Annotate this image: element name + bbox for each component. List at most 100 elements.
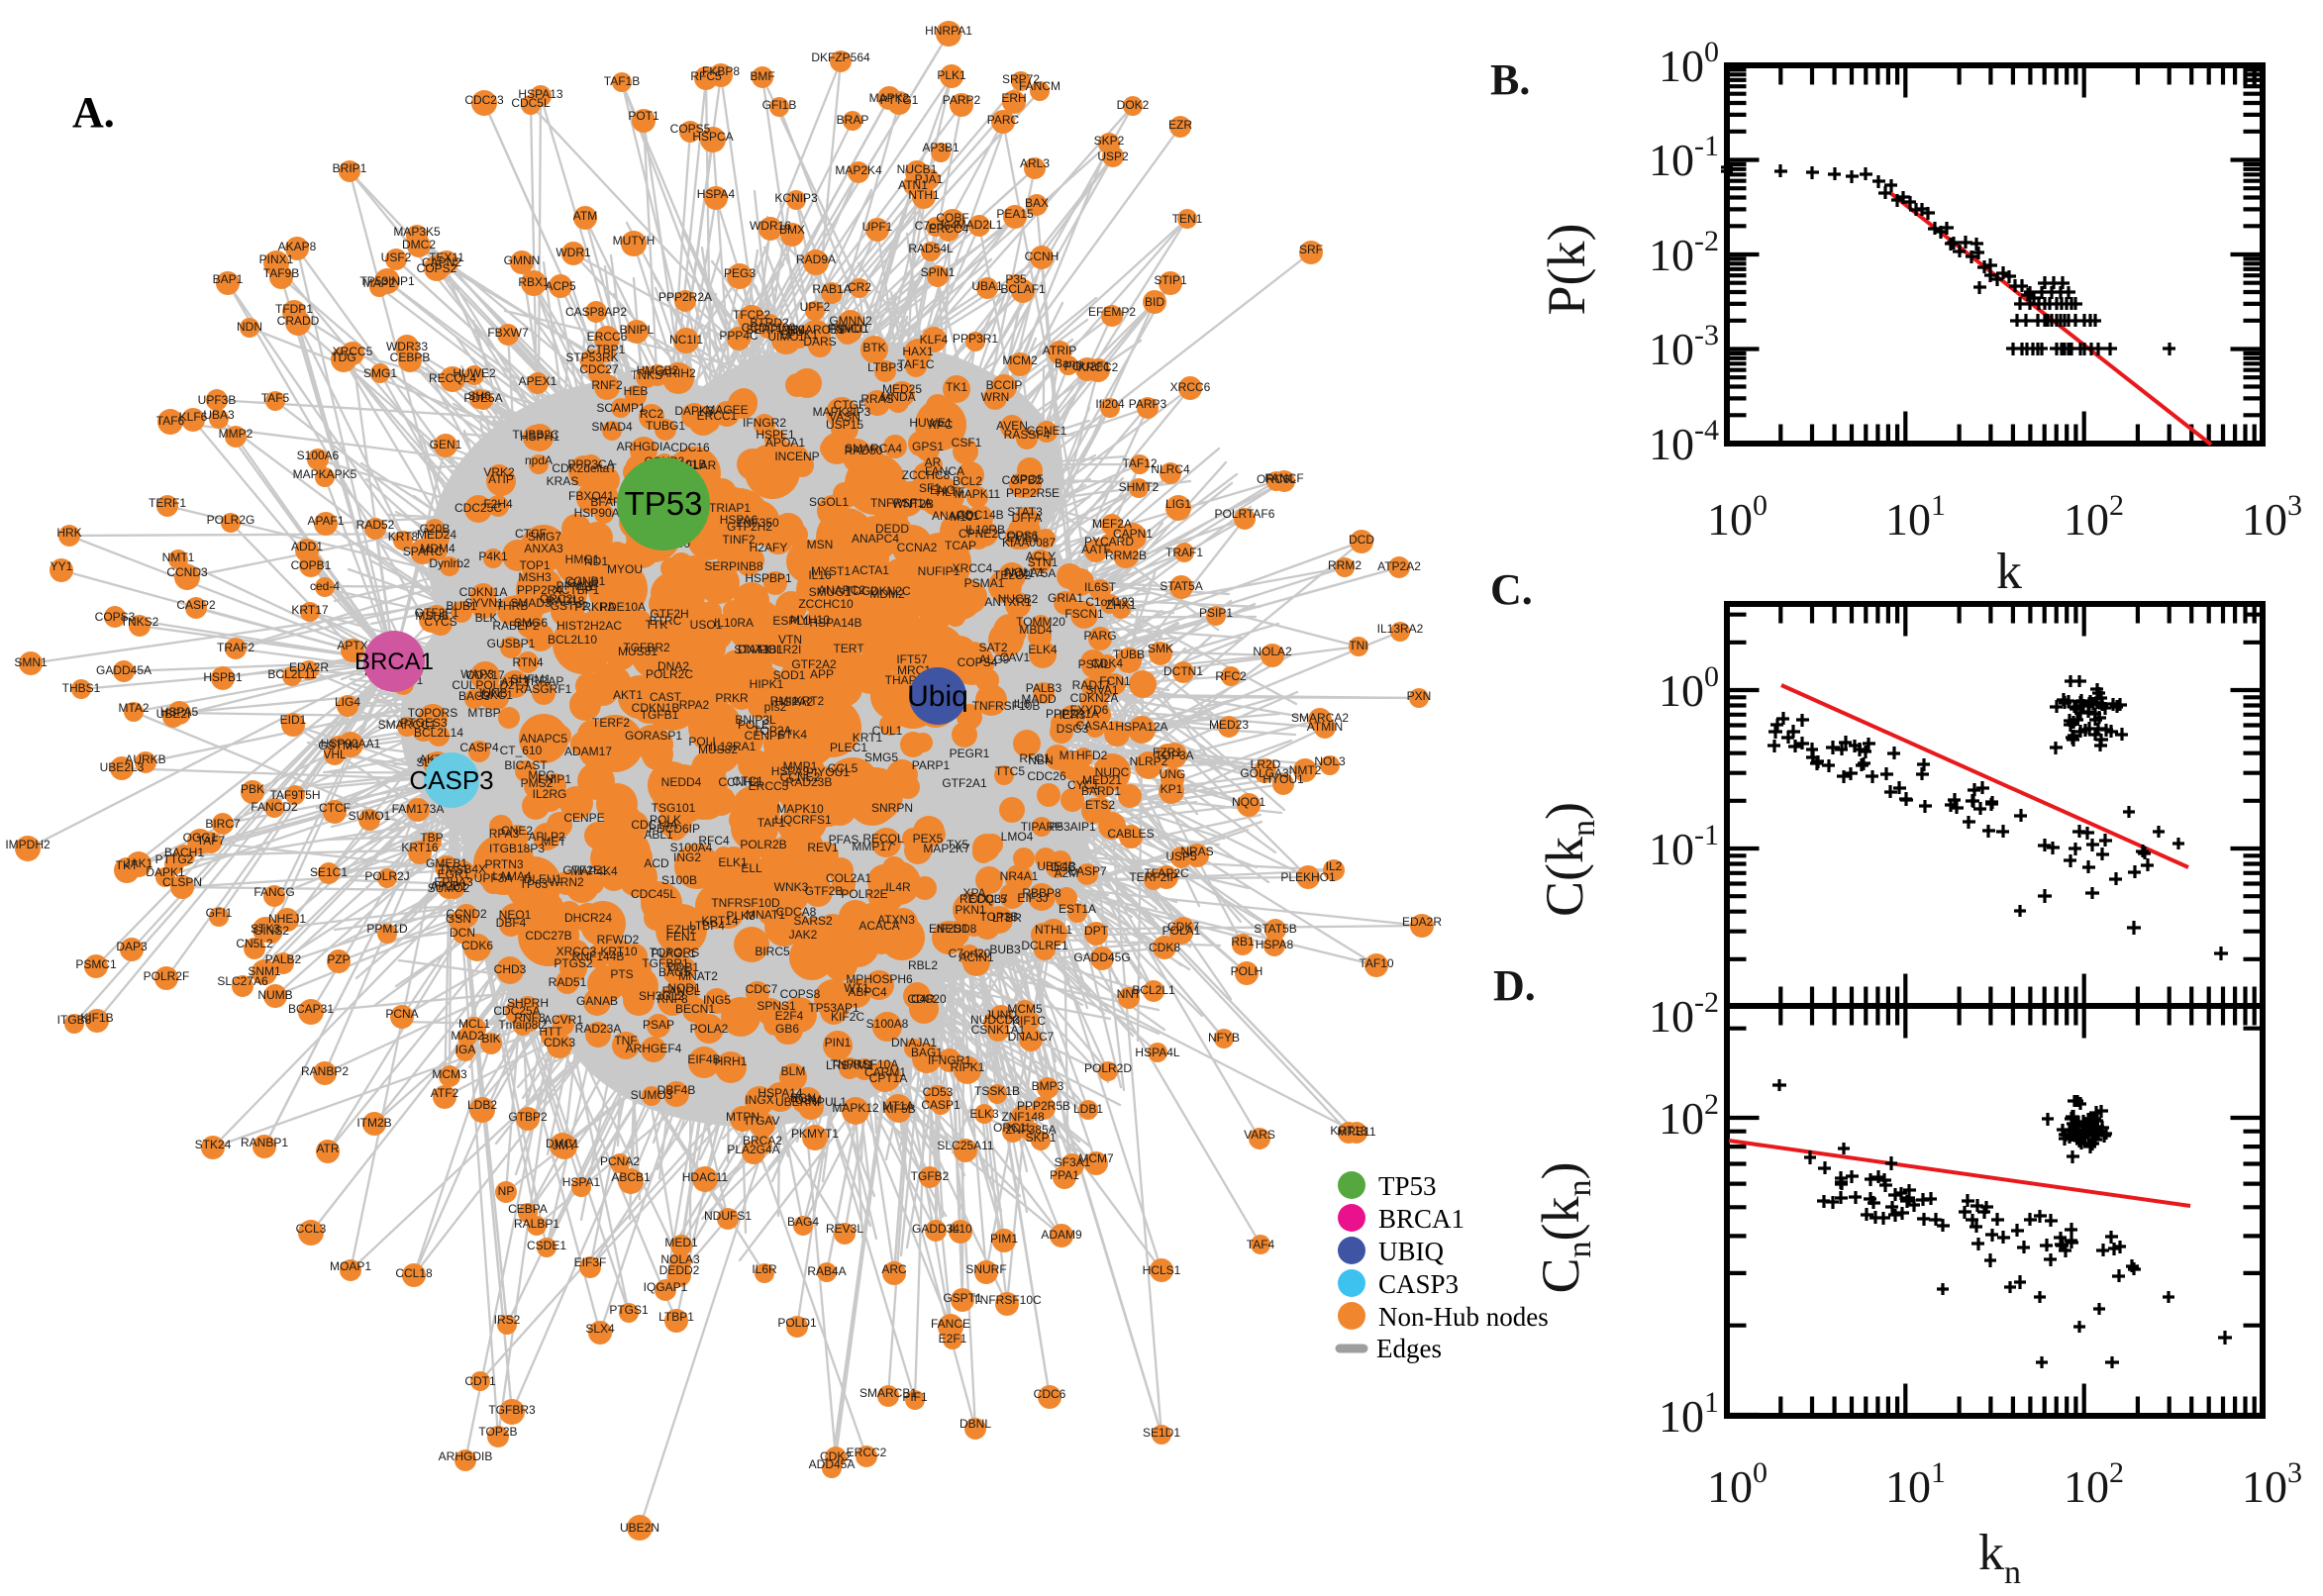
- svg-text:CENPE: CENPE: [563, 811, 604, 825]
- svg-text:PARP2: PARP2: [943, 93, 981, 107]
- svg-text:CABLES: CABLES: [1107, 827, 1154, 841]
- svg-text:IL4R: IL4R: [885, 880, 911, 894]
- svg-text:ATM: ATM: [573, 209, 597, 223]
- svg-text:SRF: SRF: [1299, 243, 1323, 256]
- svg-text:CDC6: CDC6: [1034, 1387, 1066, 1401]
- svg-text:FSCN1: FSCN1: [1064, 607, 1104, 621]
- svg-text:DNAJB1: DNAJB1: [738, 643, 783, 656]
- svg-text:BMF: BMF: [750, 69, 774, 83]
- svg-text:LIG1: LIG1: [1165, 497, 1191, 511]
- svg-text:TDG: TDG: [331, 350, 355, 364]
- svg-text:CN5L2: CN5L2: [236, 937, 273, 950]
- svg-text:RECQL5: RECQL5: [960, 892, 1007, 906]
- svg-text:GUSBP1: GUSBP1: [487, 637, 536, 650]
- svg-text:ITM2B: ITM2B: [356, 1116, 391, 1130]
- svg-text:BCAP31: BCAP31: [288, 1002, 334, 1016]
- svg-text:ELK3: ELK3: [969, 1107, 999, 1121]
- svg-text:M10: M10: [950, 510, 973, 524]
- svg-text:UBA3: UBA3: [203, 408, 235, 422]
- svg-text:ETS2: ETS2: [1085, 798, 1115, 812]
- svg-text:BIK: BIK: [481, 1032, 500, 1046]
- svg-text:PPP2R5E: PPP2R5E: [1006, 486, 1060, 500]
- svg-text:RECQL4: RECQL4: [429, 371, 476, 385]
- svg-text:TTC5: TTC5: [995, 764, 1025, 778]
- svg-text:ELK1: ELK1: [718, 855, 748, 869]
- svg-text:MCL1: MCL1: [458, 1017, 490, 1031]
- svg-text:BCL2L10: BCL2L10: [548, 633, 597, 647]
- svg-text:MDM4: MDM4: [420, 542, 455, 555]
- svg-text:IL6R: IL6R: [752, 1262, 777, 1276]
- svg-text:NR4A1: NR4A1: [1000, 869, 1039, 883]
- svg-text:POT1: POT1: [628, 109, 659, 123]
- svg-text:NUMB: NUMB: [257, 988, 292, 1002]
- svg-text:AKAP8: AKAP8: [278, 240, 317, 253]
- svg-text:CASP2: CASP2: [176, 598, 216, 612]
- svg-text:TOMM20: TOMM20: [1016, 615, 1065, 629]
- svg-text:POLR2C: POLR2C: [646, 667, 693, 681]
- svg-text:RNF8: RNF8: [514, 1011, 546, 1025]
- svg-text:GTF2A1: GTF2A1: [942, 776, 987, 790]
- svg-text:TERT: TERT: [833, 642, 864, 655]
- svg-text:CDC26: CDC26: [1027, 769, 1066, 783]
- svg-text:TTK: TTK: [646, 618, 668, 632]
- svg-text:GPS1: GPS1: [912, 440, 944, 453]
- svg-text:PPA1: PPA1: [1050, 1168, 1079, 1182]
- svg-text:BMP3: BMP3: [1032, 1079, 1064, 1093]
- svg-text:CDKN2A: CDKN2A: [1070, 691, 1119, 705]
- svg-text:THBS1: THBS1: [62, 681, 101, 695]
- svg-text:PEG3: PEG3: [724, 266, 756, 280]
- svg-text:HSPA4L: HSPA4L: [1135, 1046, 1179, 1059]
- svg-text:Non-Hub nodes: Non-Hub nodes: [1378, 1302, 1549, 1332]
- svg-text:RANBP2: RANBP2: [301, 1064, 349, 1078]
- svg-text:NOLA3: NOLA3: [660, 1252, 700, 1266]
- svg-text:SMG7: SMG7: [528, 530, 561, 544]
- svg-text:PCNA2: PCNA2: [600, 1154, 640, 1168]
- svg-text:B.: B.: [1490, 55, 1530, 104]
- svg-text:CDC27B: CDC27B: [525, 929, 571, 943]
- svg-text:RAD51: RAD51: [549, 975, 587, 989]
- svg-text:APAF1: APAF1: [307, 514, 344, 528]
- svg-text:P(k): P(k): [1537, 224, 1596, 316]
- svg-text:UBIQ: UBIQ: [1378, 1237, 1444, 1266]
- svg-text:CASP3: CASP3: [409, 765, 493, 795]
- svg-text:DOK2: DOK2: [1117, 98, 1150, 112]
- svg-text:COX17: COX17: [465, 668, 505, 682]
- svg-text:CCNE2: CCNE2: [780, 770, 821, 784]
- svg-text:APEX1: APEX1: [519, 374, 557, 388]
- svg-text:DAPK3: DAPK3: [674, 404, 714, 418]
- svg-text:D.: D.: [1493, 961, 1536, 1010]
- svg-text:HCLS1: HCLS1: [1143, 1263, 1181, 1277]
- svg-text:TEX11: TEX11: [429, 250, 464, 264]
- svg-text:CASA1: CASA1: [1075, 719, 1115, 733]
- svg-text:ATRIP: ATRIP: [1043, 344, 1076, 357]
- svg-text:SMAD4: SMAD4: [591, 420, 633, 434]
- svg-text:GSTF2: GSTF2: [551, 599, 589, 613]
- svg-text:THRB: THRB: [496, 599, 529, 613]
- svg-text:MAP3K5: MAP3K5: [393, 225, 441, 239]
- svg-text:ADD1: ADD1: [291, 540, 323, 553]
- svg-text:NEO1: NEO1: [499, 908, 532, 922]
- svg-text:DNAJC7: DNAJC7: [1008, 1030, 1055, 1044]
- svg-text:CASP8AP2: CASP8AP2: [565, 305, 627, 319]
- svg-text:CDKN1A: CDKN1A: [459, 585, 508, 599]
- svg-text:CDK8: CDK8: [1149, 941, 1180, 954]
- svg-text:MAP2K7: MAP2K7: [923, 842, 970, 855]
- svg-text:TUBG1: TUBG1: [646, 419, 685, 433]
- svg-text:SNRPN: SNRPN: [871, 801, 913, 815]
- svg-text:SUMO3: SUMO3: [631, 1088, 673, 1102]
- svg-text:UPF3A: UPF3A: [474, 871, 513, 885]
- svg-text:MED21: MED21: [1082, 773, 1122, 787]
- svg-text:BRCA2: BRCA2: [743, 1134, 782, 1147]
- svg-text:BNIP3L: BNIP3L: [735, 713, 776, 727]
- svg-text:SHMT2: SHMT2: [1119, 480, 1160, 494]
- svg-text:TGFB2: TGFB2: [911, 1169, 950, 1183]
- svg-text:IL13RA2: IL13RA2: [1377, 622, 1424, 636]
- svg-text:ATR: ATR: [316, 1142, 339, 1155]
- svg-text:FANCD2: FANCD2: [251, 800, 298, 814]
- svg-text:POLA2: POLA2: [690, 1022, 729, 1036]
- svg-text:ADAM17: ADAM17: [564, 745, 612, 758]
- svg-text:UNG: UNG: [1160, 767, 1186, 781]
- svg-text:CSF1: CSF1: [952, 436, 982, 449]
- svg-text:LDB1: LDB1: [1073, 1102, 1103, 1116]
- svg-text:SE1D1: SE1D1: [1143, 1426, 1180, 1440]
